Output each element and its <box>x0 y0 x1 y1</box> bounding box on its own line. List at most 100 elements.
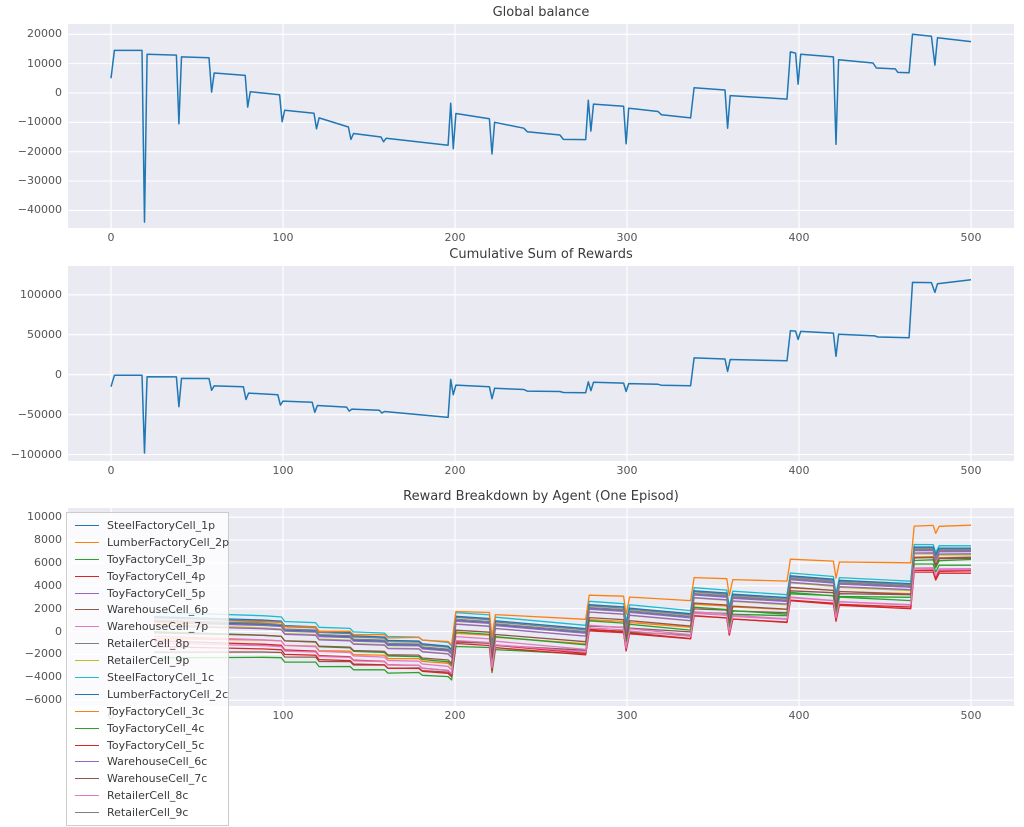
y-tick-label: −10000 <box>17 115 62 129</box>
x-tick-label: 500 <box>960 231 982 244</box>
x-tick-label: 300 <box>616 709 638 722</box>
legend-line-swatch <box>75 761 99 763</box>
legend-line-swatch <box>75 626 99 628</box>
y-tick-label: 10000 <box>27 56 62 70</box>
chart-title-global-balance: Global balance <box>492 5 590 20</box>
legend-line-swatch <box>75 727 99 729</box>
y-tick-label: 2000 <box>34 601 62 615</box>
y-tick-label: 50000 <box>27 327 62 341</box>
legend-item-label: LumberFactoryCell_2c <box>107 687 229 701</box>
legend-item-label: WarehouseCell_7p <box>107 620 209 634</box>
y-tick-label: −6000 <box>24 693 62 707</box>
legend-item: WarehouseCell_6c <box>75 753 222 770</box>
y-tick-label: 6000 <box>34 555 62 569</box>
x-tick-label: 400 <box>788 464 810 477</box>
legend-item: LumberFactoryCell_2p <box>75 534 229 551</box>
legend-item-label: WarehouseCell_6c <box>107 755 208 769</box>
legend-item-label: WarehouseCell_7c <box>107 772 208 786</box>
legend-item-label: RetailerCell_8p <box>107 637 190 651</box>
y-tick-label: 4000 <box>34 578 62 592</box>
legend-line-swatch <box>75 643 99 645</box>
x-tick-label: 300 <box>616 464 638 477</box>
legend-item-label: RetailerCell_9p <box>107 654 190 668</box>
legend-item: WarehouseCell_7c <box>75 770 222 787</box>
legend-line-swatch <box>75 541 99 543</box>
series-RetailerCell_8c <box>153 567 972 675</box>
legend-item: RetailerCell_8c <box>75 787 222 804</box>
legend-item-label: ToyFactoryCell_3c <box>107 704 205 718</box>
y-tick-label: 100000 <box>20 287 62 301</box>
x-tick-label: 200 <box>444 231 466 244</box>
x-tick-label: 100 <box>272 231 294 244</box>
legend-line-swatch <box>75 778 99 780</box>
y-tick-label: −2000 <box>24 647 62 661</box>
series-WarehouseCell_7c <box>153 556 972 665</box>
legend-item-label: SteelFactoryCell_1p <box>107 518 216 532</box>
x-tick-label: 500 <box>960 464 982 477</box>
legend-line-swatch <box>75 524 99 526</box>
legend-line-swatch <box>75 676 99 678</box>
legend-item: ToyFactoryCell_3c <box>75 703 222 720</box>
legend-item-label: LumberFactoryCell_2p <box>107 535 230 549</box>
chart-title-reward-breakdown: Reward Breakdown by Agent (One Episod) <box>403 489 679 504</box>
legend-line-swatch <box>75 609 99 611</box>
y-tick-label: −100000 <box>10 447 62 461</box>
legend-item-label: ToyFactoryCell_4c <box>107 721 205 735</box>
y-tick-label: 0 <box>55 85 62 99</box>
legend-item: ToyFactoryCell_4c <box>75 720 222 737</box>
legend-item: SteelFactoryCell_1c <box>75 669 222 686</box>
x-tick-label: 200 <box>444 709 466 722</box>
legend-item: ToyFactoryCell_5p <box>75 585 222 602</box>
plot-area-global-balance <box>68 24 1014 228</box>
y-tick-label: −4000 <box>24 670 62 684</box>
x-tick-label: 0 <box>107 464 115 477</box>
legend-line-swatch <box>75 693 99 695</box>
legend-item: RetailerCell_9c <box>75 804 222 821</box>
legend-item-label: ToyFactoryCell_3p <box>107 552 206 566</box>
legend-item: ToyFactoryCell_5c <box>75 737 222 754</box>
y-tick-label: 10000 <box>27 510 62 524</box>
legend-line-swatch <box>75 812 99 814</box>
y-tick-label: −40000 <box>17 203 62 217</box>
legend-line-swatch <box>75 558 99 560</box>
legend-item-label: SteelFactoryCell_1c <box>107 670 215 684</box>
legend-item-label: RetailerCell_9c <box>107 806 189 820</box>
y-tick-label: −20000 <box>17 144 62 158</box>
global-balance-svg <box>68 24 1014 228</box>
legend-line-swatch <box>75 710 99 712</box>
series-global_balance <box>110 33 972 223</box>
y-tick-label: −50000 <box>17 407 62 421</box>
legend-item-label: WarehouseCell_6p <box>107 603 209 617</box>
x-tick-label: 500 <box>960 709 982 722</box>
cumulative-rewards-svg <box>68 266 1014 461</box>
x-tick-label: 100 <box>272 709 294 722</box>
legend-item-label: RetailerCell_8c <box>107 789 189 803</box>
legend-line-swatch <box>75 744 99 746</box>
legend-line-swatch <box>75 660 99 662</box>
y-tick-label: 8000 <box>34 533 62 547</box>
legend-item: ToyFactoryCell_3p <box>75 551 222 568</box>
legend-item: RetailerCell_9p <box>75 652 222 669</box>
x-tick-label: 400 <box>788 709 810 722</box>
legend-line-swatch <box>75 592 99 594</box>
legend-item: WarehouseCell_6p <box>75 601 222 618</box>
x-tick-label: 300 <box>616 231 638 244</box>
legend-item-label: ToyFactoryCell_5c <box>107 738 205 752</box>
legend-line-swatch <box>75 575 99 577</box>
legend: SteelFactoryCell_1p LumberFactoryCell_2p T… <box>66 512 229 827</box>
y-tick-label: 0 <box>55 367 62 381</box>
reward-breakdown-svg <box>68 508 1014 706</box>
legend-item-label: ToyFactoryCell_5p <box>107 586 206 600</box>
plot-area-cumulative-rewards <box>68 266 1014 461</box>
x-tick-label: 200 <box>444 464 466 477</box>
x-tick-label: 0 <box>107 231 115 244</box>
y-tick-label: 0 <box>55 624 62 638</box>
chart-title-cumulative-rewards: Cumulative Sum of Rewards <box>449 247 633 262</box>
legend-item: LumberFactoryCell_2c <box>75 686 228 703</box>
x-tick-label: 100 <box>272 464 294 477</box>
series-RetailerCell_9c <box>153 548 972 654</box>
x-tick-label: 400 <box>788 231 810 244</box>
legend-item: SteelFactoryCell_1p <box>75 517 222 534</box>
legend-item: ToyFactoryCell_4p <box>75 568 222 585</box>
